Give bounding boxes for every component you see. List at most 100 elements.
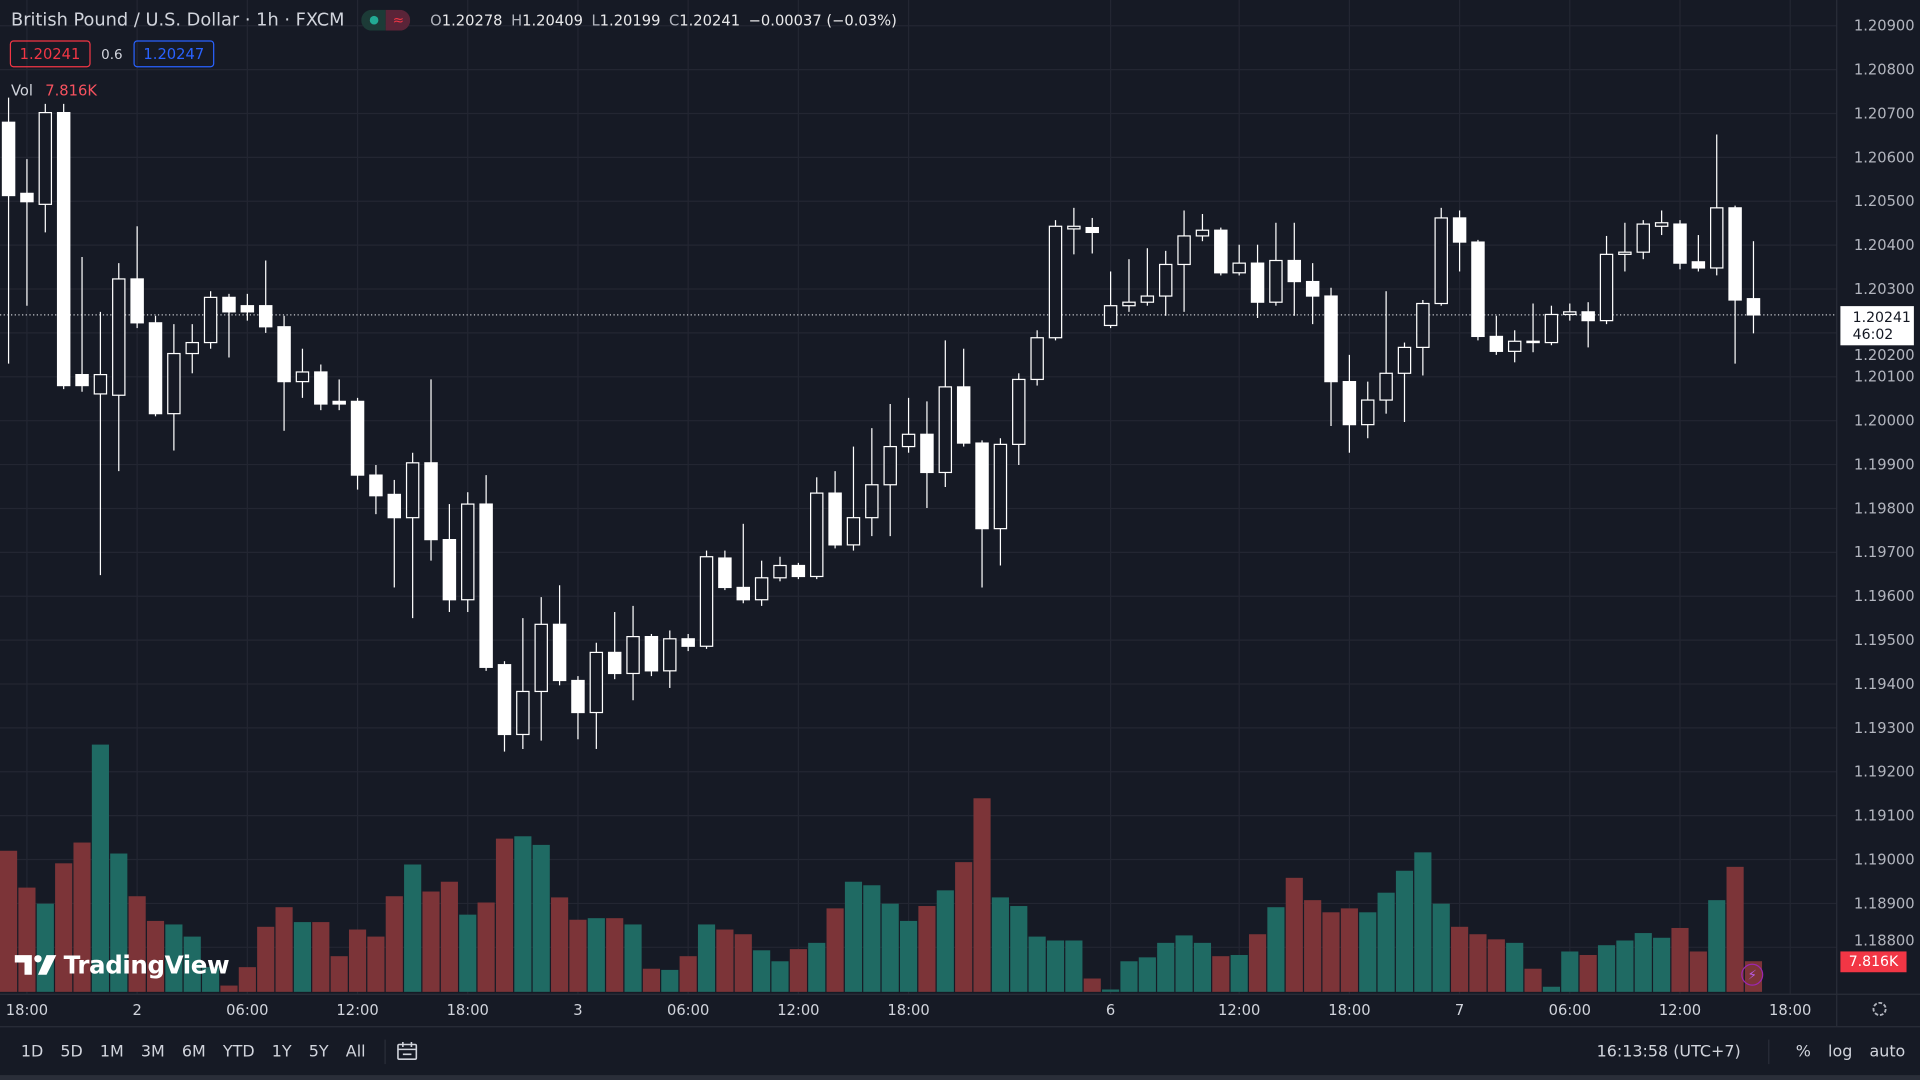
low-value: 1.20199 — [599, 11, 661, 29]
candle-body-up — [773, 564, 787, 579]
volume-bar — [1267, 907, 1285, 992]
candle-body-up — [901, 433, 916, 448]
volume-bar — [624, 924, 642, 992]
volume-bar — [936, 890, 954, 992]
candle-body-down — [497, 664, 512, 736]
volume-bar — [73, 842, 91, 992]
candle-body-up — [754, 577, 769, 601]
close-label: C — [669, 11, 680, 29]
toolbar-right: 16:13:58 (UTC+7) % log auto — [1596, 1039, 1920, 1065]
price-axis-label: 1.19700 — [1854, 544, 1915, 561]
divider — [383, 1039, 386, 1065]
candle-body-up — [1030, 337, 1044, 381]
volume-bar — [1175, 935, 1193, 992]
time-axis-label: 3 — [573, 1002, 582, 1019]
volume-legend[interactable]: Vol 7.816K — [11, 82, 97, 99]
candle-body-down — [644, 635, 659, 672]
range-5d[interactable]: 5D — [60, 1042, 83, 1062]
candle-body-down — [1342, 381, 1357, 426]
candle-body-down — [1305, 280, 1320, 297]
divider — [1767, 1039, 1769, 1065]
price-axis-label: 1.19800 — [1854, 500, 1915, 517]
clock[interactable]: 16:13:58 (UTC+7) — [1596, 1042, 1741, 1062]
candle-body-up — [1507, 340, 1522, 352]
volume-bar — [1708, 900, 1726, 992]
candle-body-down — [1526, 340, 1540, 344]
bottom-edge — [0, 1075, 1920, 1080]
log-toggle[interactable]: log — [1828, 1042, 1853, 1062]
high-label: H — [511, 11, 523, 29]
candle-body-up — [1158, 263, 1173, 297]
volume-bar — [1414, 852, 1432, 992]
range-all[interactable]: All — [345, 1042, 366, 1062]
volume-bar — [165, 924, 183, 992]
volume-bar — [183, 936, 201, 992]
candle-body-up — [1654, 222, 1669, 227]
percent-toggle[interactable]: % — [1795, 1042, 1811, 1062]
calendar-icon[interactable] — [395, 1041, 419, 1063]
volume-bar — [1028, 936, 1046, 992]
volume-bar — [1304, 900, 1322, 992]
range-1m[interactable]: 1M — [99, 1042, 124, 1062]
volume-bar — [1524, 968, 1542, 992]
candle-body-down — [56, 111, 71, 387]
price-axis-label: 1.20300 — [1854, 281, 1915, 298]
candle-body-down — [1452, 217, 1467, 243]
candle-body-down — [387, 493, 402, 519]
range-ytd[interactable]: YTD — [222, 1042, 255, 1062]
market-status[interactable]: ≈ — [361, 9, 411, 31]
candle-body-up — [1048, 225, 1063, 339]
volume-bar — [1689, 951, 1707, 992]
gear-icon[interactable] — [1872, 1001, 1887, 1017]
price-chart[interactable]: 1.20900 1.20800 1.20700 1.20600 1.20500 1.204… — [0, 0, 1920, 1027]
candle-body-up — [1710, 207, 1724, 269]
volume-bar — [404, 864, 422, 992]
volume-bar — [275, 907, 293, 992]
buy-button[interactable]: 1.20247 — [133, 40, 214, 68]
candle-body-up — [1177, 235, 1191, 266]
candle-body-down — [920, 433, 934, 474]
volume-bar — [808, 942, 826, 992]
tradingview-logo[interactable]: TradingView — [14, 950, 230, 980]
auto-toggle[interactable]: auto — [1869, 1042, 1906, 1062]
volume-label: Vol — [11, 82, 34, 100]
range-1d[interactable]: 1D — [20, 1042, 44, 1062]
volume-bar — [900, 920, 918, 992]
candle-body-down — [350, 400, 365, 476]
time-axis-label: 12:00 — [336, 1002, 378, 1019]
candle-body-down — [332, 400, 346, 405]
range-3m[interactable]: 3M — [140, 1042, 165, 1062]
candle-body-up — [993, 443, 1008, 530]
sell-button[interactable]: 1.20241 — [9, 40, 91, 68]
volume-bar — [587, 918, 605, 992]
candle-body-down — [1746, 298, 1761, 316]
price-axis-label: 1.18800 — [1854, 932, 1915, 949]
volume-bar — [459, 914, 477, 992]
volume-bar — [477, 902, 495, 992]
volume-bar — [1230, 955, 1248, 992]
range-6m[interactable]: 6M — [181, 1042, 206, 1062]
candle-body-up — [1563, 311, 1577, 316]
volume-bar — [202, 967, 220, 992]
range-1y[interactable]: 1Y — [271, 1042, 292, 1062]
volume-bar — [642, 968, 661, 992]
candle-body-up — [405, 462, 420, 519]
volume-bar — [844, 881, 863, 992]
candle-body-down — [148, 322, 163, 415]
lightning-icon[interactable]: ⚡ — [1741, 963, 1764, 986]
candle-body-up — [865, 484, 879, 519]
candle-body-up — [1122, 301, 1136, 307]
candle-body-up — [295, 371, 310, 383]
price-axis-label: 1.19600 — [1854, 588, 1915, 605]
candle-body-down — [1471, 241, 1485, 338]
time-axis-label: 18:00 — [6, 1002, 48, 1019]
candle-body-up — [203, 296, 218, 344]
volume-bar — [1102, 989, 1120, 992]
candle-body-down — [736, 586, 751, 601]
volume-bar — [293, 922, 312, 992]
volume-bar — [1634, 933, 1652, 992]
volume-bar — [569, 919, 587, 992]
range-5y[interactable]: 5Y — [308, 1042, 329, 1062]
symbol-title[interactable]: British Pound / U.S. Dollar · 1h · FXCM — [11, 10, 345, 31]
candle-body-up — [167, 352, 181, 415]
